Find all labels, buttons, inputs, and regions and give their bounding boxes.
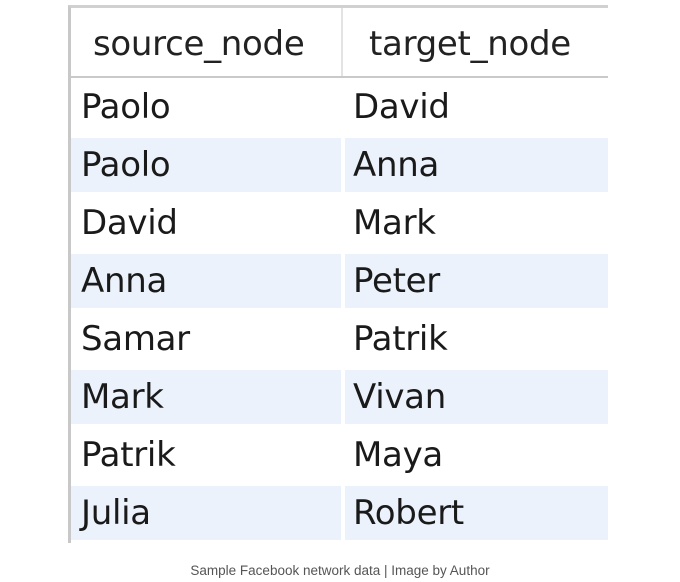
table-row[interactable]: David Mark [71,194,608,252]
cell-source-node[interactable]: Paolo [81,87,171,127]
grid-body: Paolo David Paolo Anna David Mark Anna P… [71,78,608,542]
table-row[interactable]: Paolo David [71,78,608,136]
cell-target-node[interactable]: Mark [353,203,436,243]
table-row[interactable]: Anna Peter [71,252,608,310]
cell-source-node[interactable]: Samar [81,319,190,359]
table-row[interactable]: Mark Vivan [71,368,608,426]
table-row[interactable]: Patrik Maya [71,426,608,484]
cell-source-node[interactable]: David [81,203,178,243]
cell-target-node[interactable]: David [353,87,450,127]
cell-target-node[interactable]: Anna [345,138,608,192]
cell-source-node[interactable]: Patrik [81,435,176,475]
cell-source-node[interactable]: Paolo [71,138,341,192]
column-header-target-node[interactable]: target_node [369,24,571,64]
cell-source-node[interactable]: Anna [71,254,341,308]
table-row[interactable]: Paolo Anna [71,136,608,194]
cell-target-node[interactable]: Patrik [353,319,448,359]
column-header-source-node[interactable]: source_node [71,8,343,76]
cell-target-node[interactable]: Peter [345,254,608,308]
cell-source-node[interactable]: Julia [71,486,341,540]
table-row[interactable]: Samar Patrik [71,310,608,368]
image-caption: Sample Facebook network data | Image by … [190,563,490,578]
cell-source-node[interactable]: Mark [71,370,341,424]
cell-target-node[interactable]: Vivan [345,370,608,424]
cell-target-node[interactable]: Robert [345,486,608,540]
cell-target-node[interactable]: Maya [353,435,443,475]
result-grid: source_node target_node Paolo David Paol… [68,5,608,543]
grid-header: source_node target_node [71,8,608,78]
table-row[interactable]: Julia Robert [71,484,608,542]
